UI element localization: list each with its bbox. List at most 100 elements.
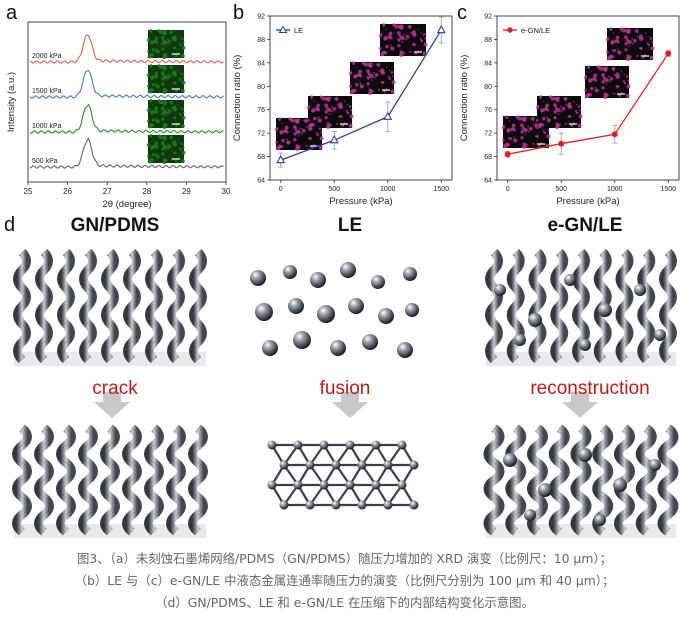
micrograph-speck [373, 71, 375, 74]
micrograph-speck [161, 42, 165, 46]
sheet-texture [509, 427, 523, 533]
micrograph-speck [513, 138, 518, 143]
fused-node [345, 440, 355, 450]
x-tick-label: 26 [63, 187, 72, 196]
micrograph-speck [377, 65, 380, 68]
fused-node [345, 480, 355, 490]
micrograph-speck [293, 132, 297, 136]
micrograph-speck [150, 112, 154, 115]
fused-node [279, 500, 289, 510]
y-tick-label: 84 [484, 60, 492, 67]
micrograph-speck [399, 37, 402, 40]
micrograph-speck [632, 39, 637, 43]
micrograph-speck [180, 88, 185, 93]
micrograph-speck [539, 97, 542, 100]
micrograph-speck [162, 39, 166, 43]
micrograph-speck [180, 123, 185, 128]
micrograph-speck [646, 42, 649, 45]
micrograph-speck [366, 82, 370, 86]
micrograph-speck [162, 144, 166, 148]
graphene-sheet [79, 248, 97, 364]
micrograph-speck [534, 135, 538, 138]
micrograph-speck [382, 23, 386, 27]
micrograph-speck [383, 51, 388, 55]
micrograph-speck [397, 31, 401, 35]
micrograph-speck [152, 69, 154, 71]
micrograph-speck [338, 115, 341, 118]
micrograph-speck [162, 125, 167, 130]
data-point [611, 131, 618, 138]
micrograph-speck [179, 71, 181, 74]
egn-sheet [637, 248, 656, 364]
micrograph-speck [613, 74, 616, 76]
micrograph-speck [411, 43, 415, 46]
micrograph-speck [297, 135, 300, 137]
data-point [383, 111, 393, 120]
micrograph-speck [338, 104, 343, 109]
column-title-le: LE [337, 215, 363, 236]
micrograph-speck [174, 89, 178, 93]
egn-sheet [615, 248, 634, 364]
micrograph-speck [520, 136, 524, 140]
micrograph-speck [505, 117, 508, 120]
micrograph-speck [647, 35, 649, 38]
fused-node [279, 460, 289, 470]
data-point [504, 151, 511, 158]
micrograph-speck [182, 111, 185, 114]
micrograph-speck [331, 105, 333, 108]
embedded-droplet [634, 284, 646, 296]
micrograph-speck [180, 158, 185, 163]
micrograph-speck [164, 149, 167, 152]
micrograph-speck [179, 36, 181, 39]
micrograph-speck [146, 49, 150, 53]
graphene-sheet [145, 248, 163, 364]
micrograph-speck [555, 124, 560, 129]
micrograph-speck [540, 123, 544, 127]
fused-node [371, 440, 381, 450]
micrograph-speck [634, 29, 637, 33]
micrograph-speck [146, 119, 150, 123]
micrograph-speck [622, 80, 625, 83]
micrograph-speck [574, 110, 577, 113]
micrograph-speck [520, 123, 524, 127]
micrograph-speck [161, 77, 165, 81]
sheet-texture [532, 251, 543, 361]
micrograph-speck [379, 46, 382, 50]
micrograph-speck [420, 31, 422, 34]
micrograph-speck [332, 107, 337, 111]
micrograph-speck [590, 86, 594, 91]
graphene-sheet [57, 248, 75, 364]
micrograph-speck [625, 75, 629, 78]
x-axis-label: Pressure (kPa) [556, 196, 619, 207]
fused-node [371, 480, 381, 490]
micrograph-speck [164, 135, 167, 138]
sheet-texture [531, 427, 544, 533]
micrograph-speck [162, 74, 166, 78]
micrograph-speck [146, 143, 150, 147]
micrograph-speck [380, 81, 383, 84]
liquid-metal-droplet [330, 340, 346, 356]
micrograph-speck [326, 124, 331, 129]
y-tick-label: 88 [484, 37, 492, 44]
micrograph-speck [370, 62, 373, 66]
micrograph-speck [373, 76, 376, 79]
micrograph-speck [544, 106, 549, 111]
micrograph-speck [385, 44, 389, 49]
micrograph-speck [527, 130, 530, 133]
micrograph-speck [587, 67, 590, 70]
graphene-sheet [123, 248, 141, 364]
fused-node [267, 440, 277, 450]
micrograph-speck [627, 40, 632, 44]
micrograph-speck [169, 101, 172, 104]
micrograph-speck [146, 84, 150, 88]
micrograph-speck [388, 69, 391, 72]
micrograph-speck [301, 129, 306, 133]
micrograph-speck [378, 33, 382, 38]
micrograph-speck [349, 84, 352, 88]
x-axis-label: Pressure (kPa) [329, 196, 392, 207]
micrograph-speck [609, 27, 613, 31]
micrograph-speck [601, 73, 605, 77]
sheet-texture [193, 251, 203, 361]
micrograph-speck [179, 106, 181, 109]
micrograph-speck [590, 70, 592, 72]
